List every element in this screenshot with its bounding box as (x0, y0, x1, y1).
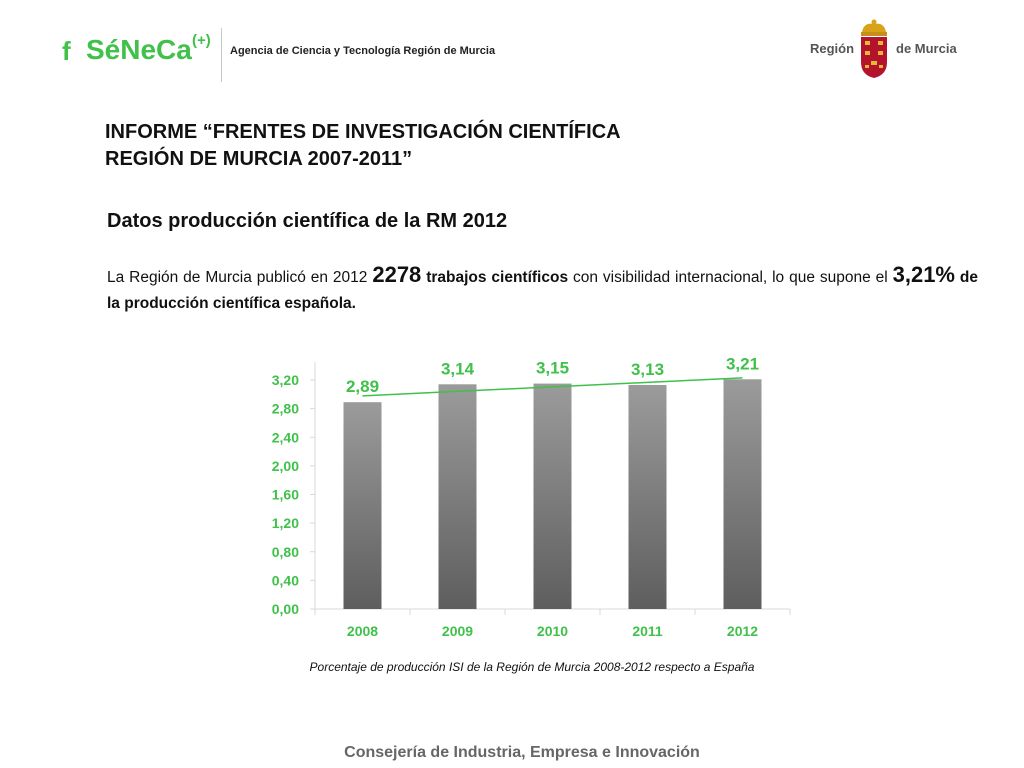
y-tick-label: 2,00 (272, 458, 299, 474)
header-divider (221, 28, 222, 82)
x-tick-label: 2009 (442, 623, 473, 639)
production-percent: 3,21% (892, 262, 955, 287)
x-tick-label: 2012 (727, 623, 758, 639)
report-title-line-1: INFORME “FRENTES DE INVESTIGACIÓN CIENTÍ… (105, 121, 621, 143)
y-tick-label: 0,80 (272, 544, 299, 560)
region-logo-text-right: de Murcia (896, 41, 957, 56)
logo-f-mark: f (62, 36, 71, 66)
x-tick-label: 2008 (347, 623, 378, 639)
murcia-crest-icon (861, 19, 887, 78)
data-label-2011: 3,13 (631, 360, 664, 379)
data-label-2009: 3,14 (441, 359, 475, 378)
paragraph-part-1: La Región de Murcia publicó en 2012 (107, 269, 373, 286)
seneca-logo-text: SéNeCa (86, 34, 192, 65)
seneca-logo-plus: (+) (192, 32, 211, 49)
bar-2010 (533, 383, 572, 609)
paragraph-part-4: de la producción científica española. (107, 269, 978, 312)
footer-department: Consejería de Industria, Empresa e Innov… (344, 744, 700, 761)
report-title: INFORME “FRENTES DE INVESTIGACIÓN CIENTÍ… (105, 119, 621, 173)
bar-2008 (343, 402, 382, 609)
publication-count: 2278 (372, 262, 422, 287)
data-label-2012: 3,21 (726, 354, 759, 373)
data-label-2010: 3,15 (536, 359, 569, 378)
y-tick-label: 2,40 (272, 429, 299, 445)
bar-2012 (723, 379, 762, 609)
y-tick-label: 1,60 (272, 487, 299, 503)
chart-caption: Porcentaje de producción ISI de la Regió… (309, 660, 755, 674)
chart-bars (343, 379, 762, 609)
summary-paragraph: La Región de Murcia publicó en 2012 2278… (107, 262, 978, 317)
chart-trendline-group (362, 377, 743, 397)
section-title: Datos producción científica de la RM 201… (107, 210, 508, 232)
agency-name: Agencia de Ciencia y Tecnología Región d… (230, 45, 496, 57)
y-tick-label: 1,20 (272, 515, 299, 531)
trendline (362, 377, 743, 397)
paragraph-part-3: con visibilidad internacional, lo que su… (568, 269, 893, 286)
y-tick-label: 3,20 (272, 372, 299, 388)
bar-2011 (628, 385, 667, 609)
x-tick-label: 2011 (632, 623, 663, 639)
bar-2009 (438, 384, 477, 609)
chart-labels: 0,00 0,40 0,80 1,20 1,60 2,00 2,40 2,80 3,20 2008… (272, 354, 759, 639)
report-title-line-2: REGIÓN DE MURCIA 2007-2011” (105, 148, 413, 170)
paragraph-part-2: trabajos científicos (421, 269, 569, 286)
y-tick-label: 0,00 (272, 601, 299, 617)
x-tick-label: 2010 (537, 623, 568, 639)
region-logo-text-left: Región (810, 41, 855, 56)
data-label-2008: 2,89 (346, 377, 379, 396)
y-tick-label: 2,80 (272, 401, 299, 417)
y-tick-label: 0,40 (272, 572, 299, 588)
